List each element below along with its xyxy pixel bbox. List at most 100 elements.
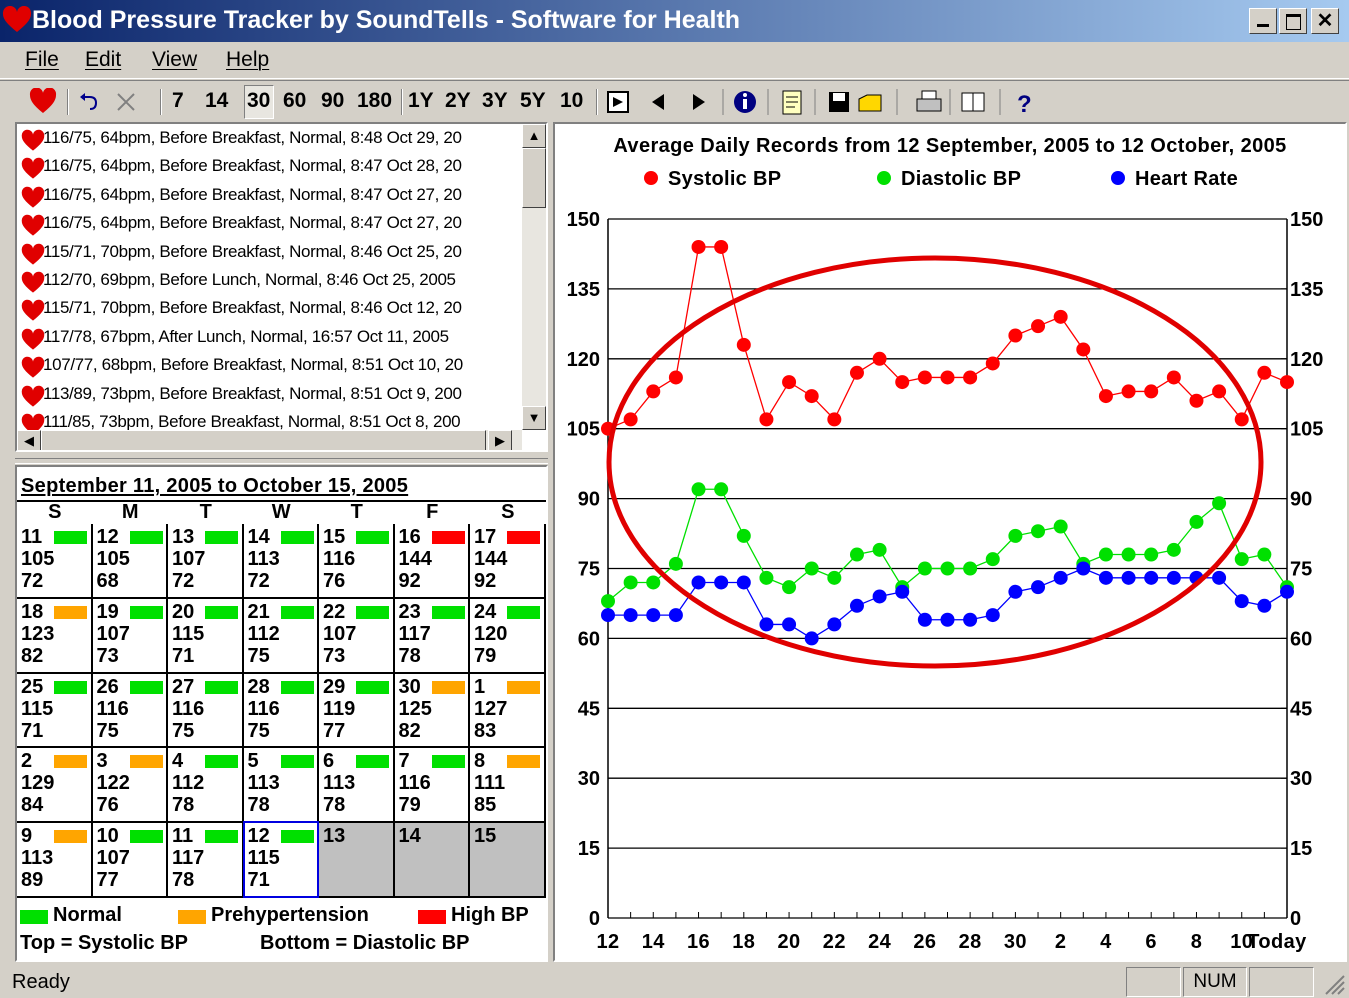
y-tick-label: 45 [578, 698, 600, 720]
calendar-day[interactable]: 27 116 75 [168, 673, 244, 749]
calendar-day[interactable]: 26 116 75 [92, 673, 168, 749]
calendar-day[interactable]: 30 125 82 [394, 673, 470, 749]
y-tick-label: 60 [578, 628, 600, 650]
range-button[interactable]: 90 [321, 89, 345, 112]
data-point [1031, 319, 1046, 334]
calendar-day[interactable]: 8 111 85 [470, 748, 546, 824]
data-point [872, 589, 887, 604]
heart-button[interactable] [28, 88, 58, 114]
record-item[interactable]: 116/75, 64bpm, Before Breakfast, Normal,… [43, 128, 462, 147]
undo-delete-buttons[interactable] [78, 91, 138, 113]
range-button[interactable]: 60 [283, 89, 307, 112]
calendar-day[interactable]: 13 107 72 [168, 524, 244, 599]
systolic-value: 113 [247, 772, 280, 795]
data-point [668, 370, 683, 385]
record-item[interactable]: 111/85, 73bpm, Before Breakfast, Normal,… [43, 412, 461, 430]
tool-icons[interactable]: ? [605, 87, 1045, 117]
data-point [1121, 384, 1136, 399]
calendar-day[interactable]: 20 115 71 [168, 598, 244, 674]
weekday-label: W [271, 501, 291, 523]
calendar-day[interactable]: 6 113 78 [319, 748, 395, 824]
data-point [1121, 570, 1136, 585]
record-item[interactable]: 112/70, 69bpm, Before Lunch, Normal, 8:4… [43, 270, 456, 289]
data-point [623, 575, 638, 590]
calendar-day[interactable]: 28 116 75 [243, 673, 319, 749]
status-color [280, 755, 314, 769]
systolic-value: 115 [247, 847, 280, 870]
menu-item[interactable]: Edit [85, 48, 122, 71]
range-button[interactable]: 30 [247, 89, 271, 112]
calendar-day[interactable]: 10 107 77 [92, 823, 168, 898]
menu-item[interactable]: File [25, 48, 59, 71]
range-button[interactable]: 180 [357, 89, 393, 112]
legend-label: Normal [53, 904, 122, 926]
calendar-day[interactable]: 15 116 76 [319, 524, 395, 599]
calendar-day[interactable]: 19 107 73 [92, 598, 168, 674]
calendar-day[interactable]: 11 105 72 [17, 524, 93, 599]
record-item[interactable]: 117/78, 67bpm, After Lunch, Normal, 16:5… [43, 326, 449, 346]
day-number: 1 [474, 675, 486, 698]
vertical-scrollbar[interactable]: ▲ ▼ [522, 124, 546, 430]
calendar-day[interactable]: 11 117 78 [168, 823, 244, 898]
data-point [1008, 328, 1023, 343]
menu-bar: File Edit View Help [0, 42, 1349, 79]
calendar-day[interactable]: 24 120 79 [470, 598, 546, 674]
data-point [827, 412, 842, 427]
close-button[interactable]: ✕ [1311, 8, 1339, 34]
calendar-day[interactable]: 12 105 68 [92, 524, 168, 599]
minimize-button[interactable] [1249, 8, 1277, 34]
calendar-day[interactable]: 7 116 79 [394, 748, 470, 824]
calendar-day[interactable]: 21 112 75 [243, 598, 319, 674]
menu-item[interactable]: View [152, 48, 198, 71]
record-item[interactable]: 115/71, 70bpm, Before Breakfast, Normal,… [43, 241, 462, 261]
data-point [1053, 309, 1068, 324]
range-button[interactable]: 5Y [520, 89, 546, 112]
range-button[interactable]: 1Y [408, 89, 434, 112]
range-button[interactable]: 10 [560, 89, 584, 112]
diastolic-value: 72 [247, 570, 270, 592]
calendar-day[interactable]: 5 113 78 [243, 748, 319, 824]
diastolic-value: 75 [247, 644, 270, 667]
record-item[interactable]: 116/75, 64bpm, Before Breakfast, Normal,… [43, 156, 462, 176]
data-point [1098, 570, 1113, 585]
calendar-day[interactable]: 15 [470, 823, 546, 898]
calendar-day[interactable]: 23 117 78 [394, 598, 470, 674]
calendar-day[interactable]: 17 144 92 [470, 524, 546, 599]
status-color [205, 830, 238, 844]
range-button[interactable]: 2Y [445, 89, 471, 112]
heart-icon [21, 158, 45, 179]
calendar-day[interactable]: 25 115 71 [17, 673, 93, 749]
calendar-day[interactable]: 14 [394, 823, 470, 898]
calendar-day[interactable]: 12 115 71 [243, 823, 319, 898]
data-point [917, 561, 932, 576]
calendar-day[interactable]: 1 127 83 [470, 673, 546, 749]
range-button[interactable]: 14 [205, 89, 229, 112]
menu-item[interactable]: Help [226, 48, 270, 71]
horizontal-scrollbar[interactable]: ◀ ▶ [17, 430, 522, 450]
legend-swatch [418, 910, 446, 924]
range-button[interactable]: 3Y [482, 89, 508, 112]
calendar-day[interactable]: 4 112 78 [168, 748, 244, 824]
calendar-day[interactable]: 22 107 73 [319, 598, 395, 674]
day-number: 21 [247, 600, 270, 623]
record-item[interactable]: 115/71, 70bpm, Before Breakfast, Normal,… [43, 298, 462, 318]
record-item[interactable]: 116/75, 64bpm, Before Breakfast, Normal,… [43, 213, 462, 233]
calendar-day[interactable]: 16 144 92 [394, 524, 470, 599]
calendar-day[interactable]: 3 122 76 [92, 748, 168, 824]
range-button[interactable]: 7 [172, 89, 184, 112]
calendar-day[interactable]: 29 119 77 [319, 673, 395, 749]
maximize-button[interactable] [1279, 8, 1307, 34]
record-item[interactable]: 116/75, 64bpm, Before Breakfast, Normal,… [43, 184, 462, 204]
data-point [1144, 547, 1159, 562]
calendar-day[interactable]: 13 [319, 823, 395, 898]
calendar-day[interactable]: 14 113 72 [243, 524, 319, 599]
calendar-day[interactable]: 18 123 82 [17, 598, 93, 674]
record-item[interactable]: 113/89, 73bpm, Before Breakfast, Normal,… [43, 383, 462, 403]
calendar-day[interactable]: 2 129 84 [17, 748, 93, 824]
diastolic-value: 73 [96, 644, 119, 667]
x-tick-label: 24 [868, 931, 892, 953]
record-item[interactable]: 107/77, 68bpm, Before Breakfast, Normal,… [43, 355, 463, 375]
y-tick-label: 0 [589, 908, 600, 930]
calendar-day[interactable]: 9 113 89 [17, 823, 93, 898]
records-list[interactable]: 116/75, 64bpm, Before Breakfast, Normal,… [15, 122, 548, 452]
